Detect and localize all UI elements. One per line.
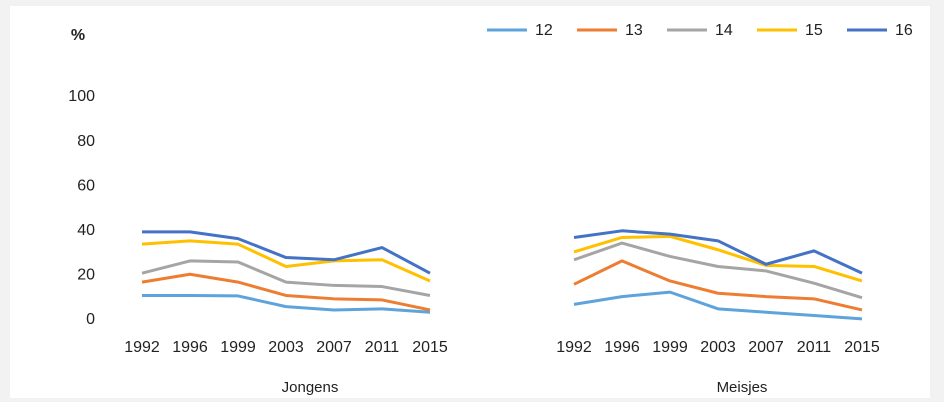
legend-label: 12 [535, 22, 553, 39]
legend-label: 13 [625, 22, 643, 39]
x-tick-label: 2011 [365, 339, 400, 356]
y-tick-label: 80 [77, 133, 95, 150]
x-tick-label: 1992 [124, 339, 160, 356]
x-tick-label: 2003 [268, 339, 304, 356]
x-tick-label: 1999 [652, 339, 688, 356]
y-tick-label: 20 [77, 267, 95, 284]
x-tick-label: 2015 [412, 339, 448, 356]
group-label: Meisjes [717, 379, 768, 396]
y-axis-label: % [71, 27, 85, 44]
x-tick-label: 2015 [844, 339, 880, 356]
x-tick-label: 1999 [220, 339, 256, 356]
legend-label: 16 [895, 22, 913, 39]
y-tick-label: 100 [68, 88, 95, 105]
x-tick-label: 2007 [316, 339, 352, 356]
y-tick-label: 40 [77, 222, 95, 239]
x-tick-label: 1996 [604, 339, 640, 356]
y-tick-label: 0 [86, 311, 95, 328]
chart-area [10, 6, 930, 398]
series-line [141, 241, 863, 300]
group-label: Jongens [282, 379, 339, 396]
x-tick-label: 2011 [797, 339, 832, 356]
series-line [141, 234, 863, 283]
legend-label: 15 [805, 22, 823, 39]
y-tick-label: 60 [77, 177, 95, 194]
series-line [142, 229, 863, 275]
x-tick-label: 1996 [172, 339, 208, 356]
x-tick-label: 2003 [700, 339, 736, 356]
legend-label: 14 [715, 22, 733, 39]
series-line [141, 259, 863, 312]
x-tick-label: 2007 [748, 339, 784, 356]
series-line [142, 290, 863, 321]
x-tick-label: 1992 [556, 339, 592, 356]
